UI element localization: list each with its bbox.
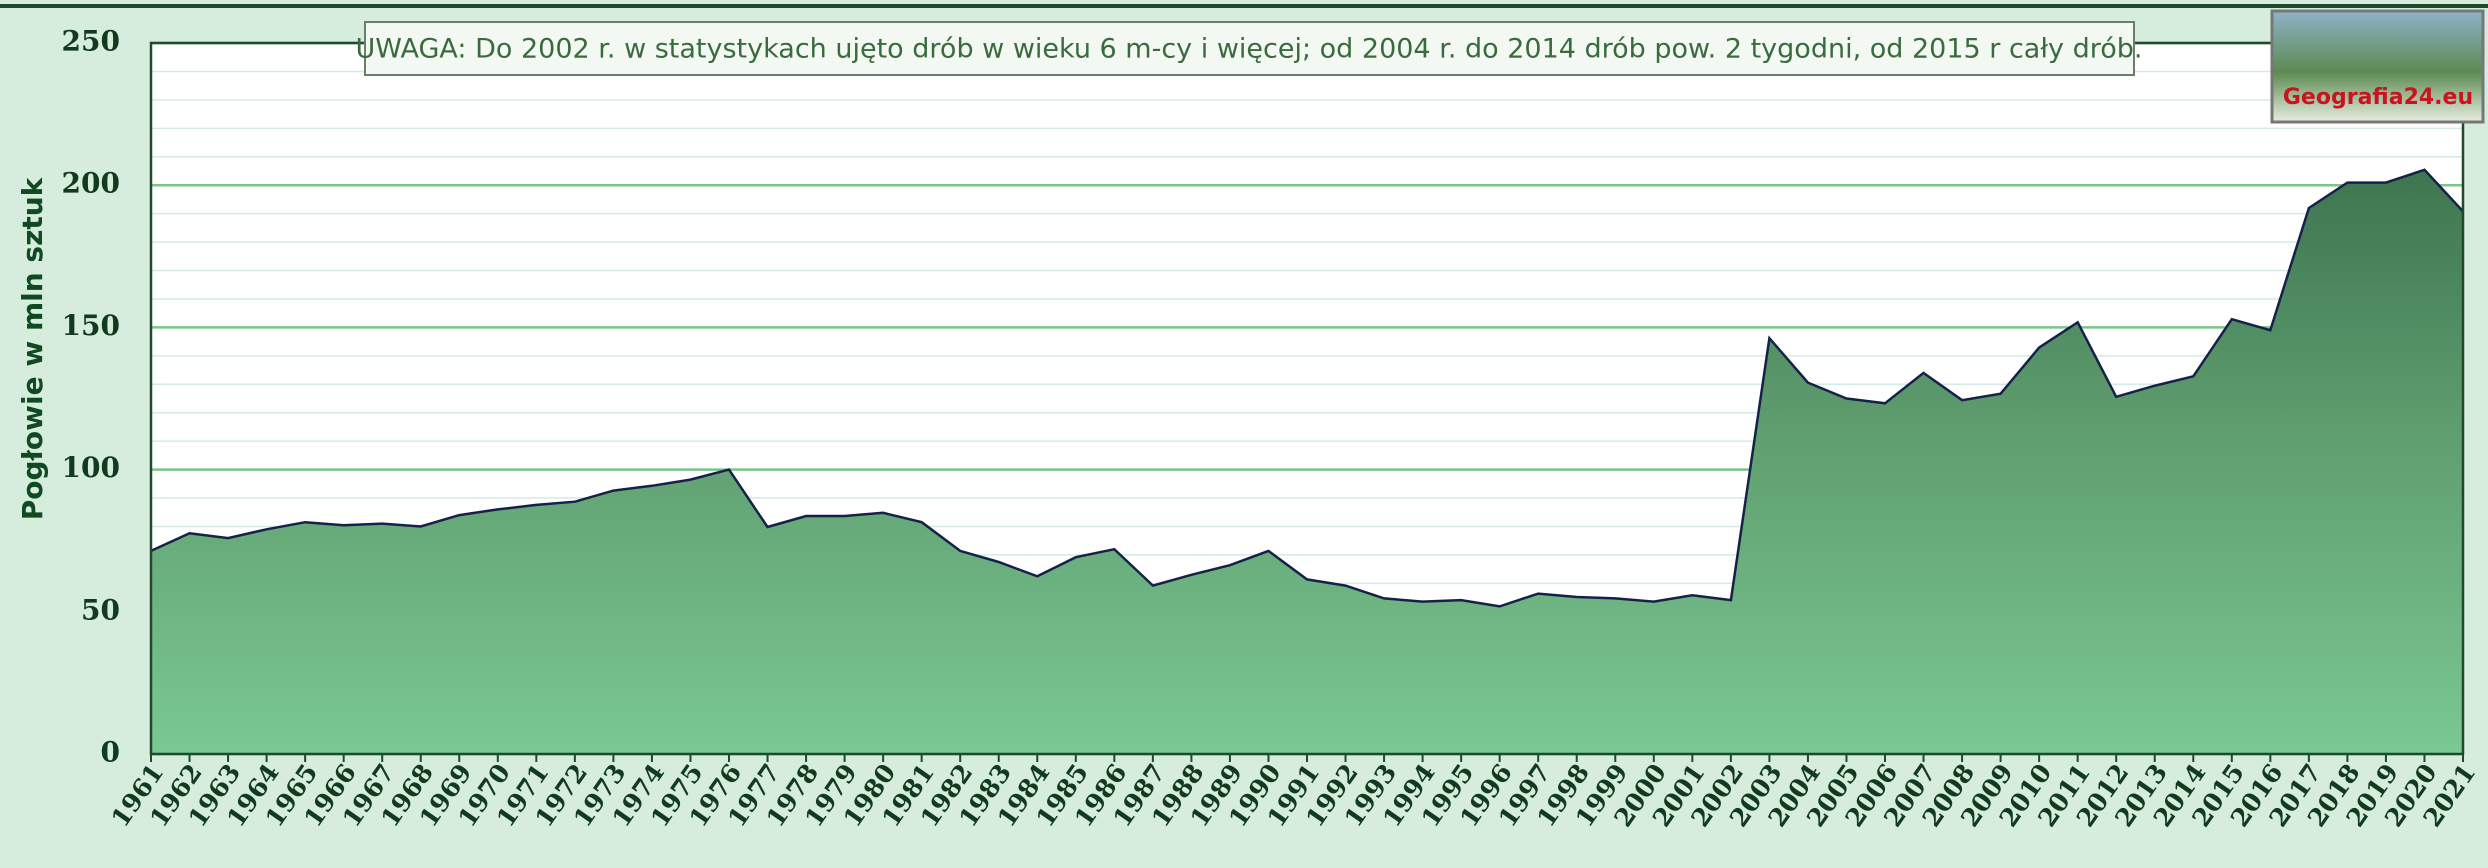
y-tick-label: 50	[81, 593, 120, 626]
y-tick-label: 0	[101, 736, 120, 769]
y-tick-label: 150	[62, 309, 120, 342]
y-tick-label: 200	[62, 167, 120, 200]
y-axis-label: Pogłowie w mln sztuk	[16, 176, 49, 520]
chart: Pogłowie w mln sztuk 0501001502002501961…	[0, 0, 2488, 868]
y-tick-label: 250	[62, 25, 120, 58]
annotation: UWAGA: Do 2002 r. w statystykach ujęto d…	[356, 34, 2143, 65]
logo-text: Geografia24.eu	[2283, 85, 2473, 110]
y-tick-label: 100	[62, 451, 120, 484]
